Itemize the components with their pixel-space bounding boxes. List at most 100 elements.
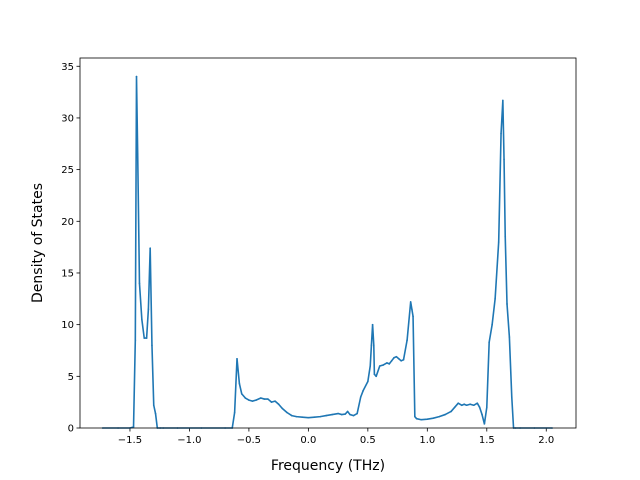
dos-data-point	[450, 410, 452, 413]
dos-data-point	[400, 360, 402, 362]
dos-data-point	[508, 336, 511, 338]
dos-data-point	[151, 344, 153, 347]
dos-data-point	[409, 301, 412, 303]
dos-data-point	[236, 357, 238, 360]
dos-data-point	[255, 399, 257, 401]
dos-data-point	[362, 389, 364, 392]
dos-data-point	[233, 411, 236, 414]
dos-data-point	[141, 318, 143, 321]
dos-data-point	[346, 410, 349, 413]
dos-data-point	[349, 413, 351, 416]
dos-data-point	[469, 403, 471, 406]
x-tick-label: −1.5	[118, 435, 142, 446]
dos-data-point	[488, 341, 490, 344]
y-tick-label: 15	[61, 268, 74, 279]
dos-data-point	[393, 356, 395, 359]
dos-data-point	[313, 416, 316, 418]
y-tick-label: 30	[61, 113, 74, 124]
dos-data-point	[415, 417, 418, 420]
dos-data-point	[260, 397, 262, 399]
dos-data-point	[497, 241, 500, 243]
dos-data-point	[411, 308, 413, 310]
y-tick-label: 25	[61, 165, 74, 176]
dos-data-point	[402, 358, 405, 361]
dos-data-point	[504, 236, 507, 238]
dos-data-point	[274, 400, 276, 402]
dos-data-point	[472, 404, 475, 407]
dos-data-point	[138, 282, 141, 285]
dos-data-point	[406, 339, 408, 341]
dos-data-point	[248, 399, 250, 401]
dos-data-point	[457, 402, 460, 405]
dos-data-point	[251, 400, 254, 402]
dos-data-point	[240, 393, 243, 395]
dos-data-point	[149, 247, 151, 249]
dos-data-point	[307, 416, 310, 419]
dos-data-point	[325, 414, 328, 417]
dos-data-point	[412, 315, 414, 318]
dos-data-point	[510, 396, 513, 398]
x-tick-label: 0.0	[300, 435, 316, 446]
dos-data-point	[340, 413, 343, 416]
dos-data-point	[461, 404, 463, 407]
y-axis-ticks: 0 5 10 15 20 25 30 35	[61, 62, 80, 435]
dos-data-point	[382, 364, 385, 366]
dos-data-point	[375, 375, 377, 378]
dos-data-point	[453, 406, 456, 409]
dos-data-point	[145, 337, 148, 339]
dos-data-point	[277, 403, 280, 406]
dos-data-point	[331, 413, 333, 416]
dos-data-point	[295, 415, 298, 418]
dos-data-point	[244, 397, 247, 399]
dos-data-point	[263, 398, 266, 400]
dos-data-point	[352, 414, 355, 417]
dos-data-point	[390, 360, 393, 362]
dos-data-point	[359, 396, 362, 398]
dos-data-point	[270, 401, 273, 403]
dos-data-point	[319, 415, 322, 418]
dos-data-point	[483, 423, 486, 425]
dos-data-point	[432, 417, 435, 419]
dos-data-point	[344, 413, 347, 415]
dos-series-points	[101, 75, 554, 429]
dos-data-point	[444, 413, 446, 416]
y-axis-label: Density of States	[30, 183, 46, 303]
plot-frame	[79, 57, 577, 429]
dos-data-point	[478, 406, 481, 409]
dos-data-point	[152, 404, 155, 407]
dos-data-point	[281, 407, 284, 410]
dos-data-point	[369, 365, 372, 367]
dos-data-point	[132, 426, 135, 428]
dos-data-point	[503, 158, 505, 161]
dos-data-point	[290, 414, 293, 417]
dos-data-point	[267, 398, 269, 400]
x-axis-ticks: −1.5 −1.0 −0.5 0.0 0.5 1.0 1.5 2.0	[118, 428, 554, 446]
y-tick-label: 20	[61, 217, 74, 228]
dos-data-point	[136, 153, 139, 155]
x-tick-label: −1.0	[177, 435, 201, 446]
dos-data-point	[485, 406, 488, 409]
dos-data-point	[481, 413, 483, 416]
y-tick-label: 0	[68, 424, 74, 435]
dos-data-point	[386, 362, 388, 364]
dos-data-point	[500, 132, 502, 135]
dos-data-point	[286, 411, 288, 414]
dos-data-point	[465, 404, 468, 407]
dos-data-point	[476, 402, 479, 405]
dos-data-point	[494, 298, 496, 300]
dos-data-point	[506, 303, 508, 305]
x-tick-label: 0.5	[360, 435, 376, 446]
dos-data-point	[135, 75, 138, 78]
dos-data-point	[301, 416, 304, 418]
x-tick-label: −0.5	[237, 435, 261, 446]
x-tick-label: 1.5	[479, 435, 495, 446]
dos-data-point	[420, 418, 423, 421]
plot-background	[80, 58, 576, 428]
dos-data-point	[147, 308, 150, 310]
dos-data-point	[356, 412, 358, 415]
dos-data-point	[154, 412, 157, 415]
dos-data-point	[414, 415, 416, 418]
dos-data-point	[143, 337, 146, 339]
x-tick-label: 2.0	[538, 435, 554, 446]
